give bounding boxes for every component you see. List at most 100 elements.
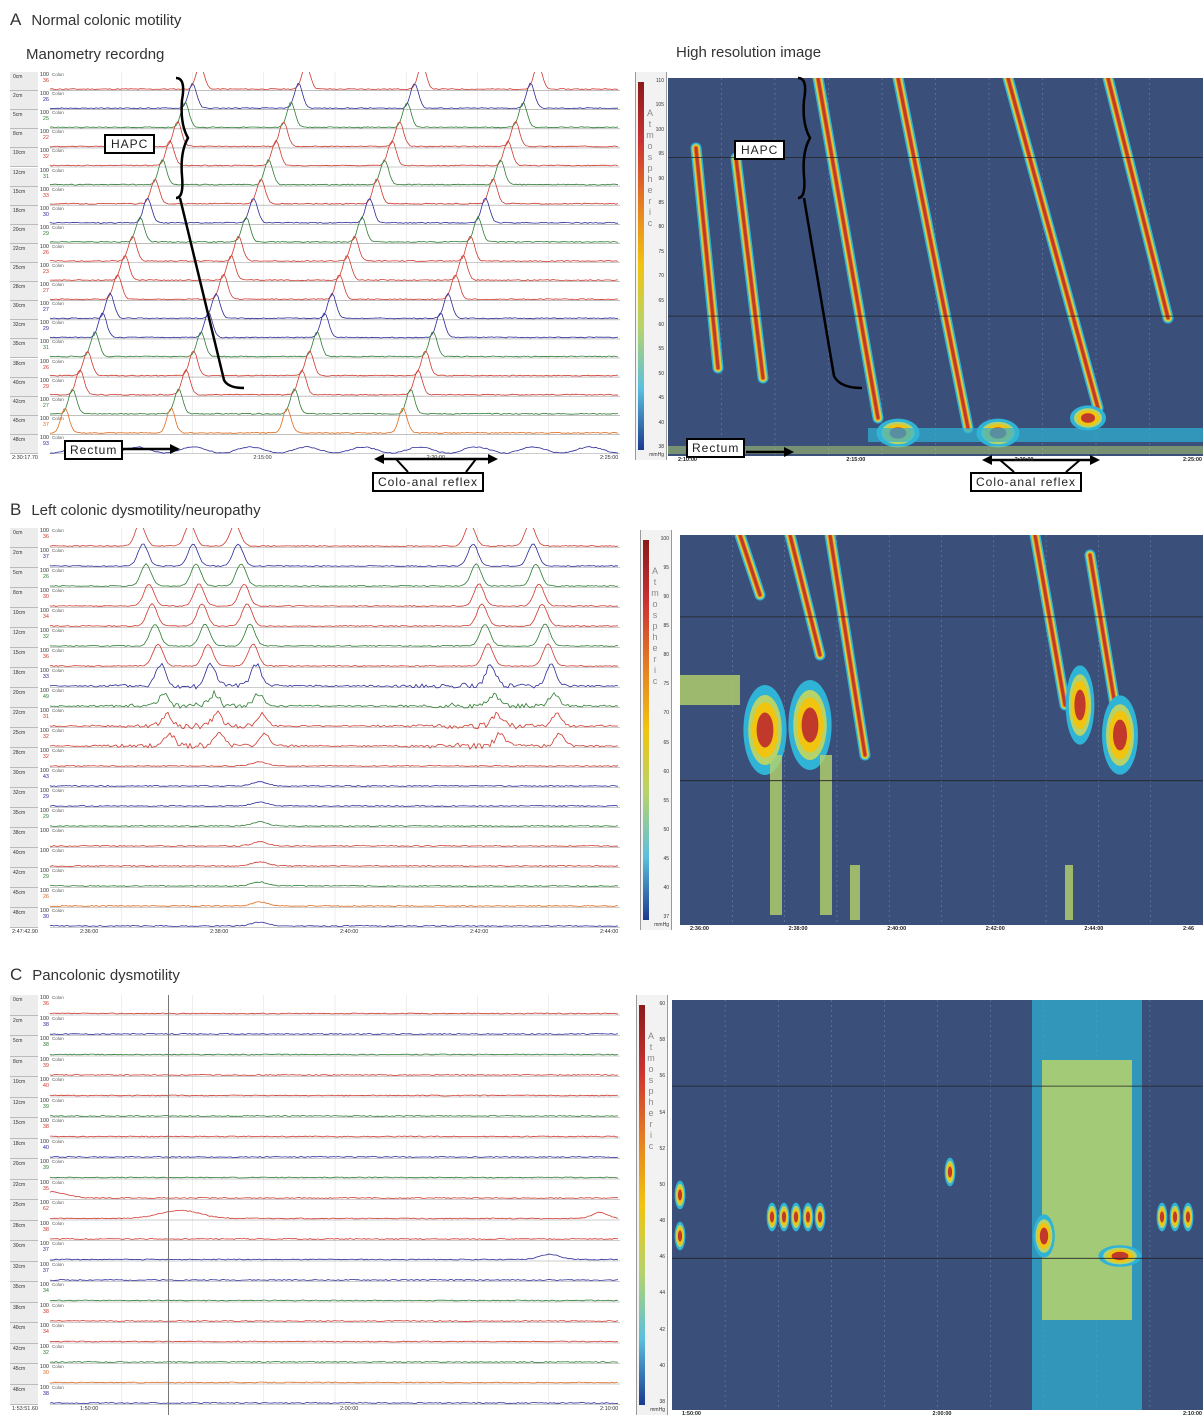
hr-time-tick: 2:10:00: [1183, 1411, 1202, 1417]
scale-tick: 65: [658, 297, 664, 304]
scale-unit: mmHg: [649, 452, 664, 458]
channel-scale: 100 29: [39, 225, 49, 237]
cursor-line[interactable]: [168, 995, 169, 1415]
channel-max-value: 100: [39, 148, 49, 155]
channel-max-value: 100: [39, 396, 49, 403]
channel-row: 10cm 100 32 Colon: [10, 148, 620, 168]
channel-baseline-value: 62: [42, 1206, 49, 1212]
channel-row: 10cm 100 34 Colon: [10, 608, 620, 628]
channel-depth-label: 32cm: [10, 320, 38, 340]
channel-max-value: 100: [39, 91, 49, 98]
channel-max-value: 100: [39, 1015, 49, 1022]
hr-image-a: [668, 78, 1203, 456]
channel-name: Colon: [52, 434, 64, 440]
scale-unit: mmHg: [654, 922, 669, 928]
hapc-label-hr: HAPC: [734, 140, 786, 160]
channel-depth-label: 28cm: [10, 1220, 38, 1241]
channel-max-value: 100: [39, 1323, 49, 1329]
channel-depth-label: 30cm: [10, 768, 38, 788]
channel-max-value: 100: [39, 1138, 49, 1145]
hr-time-tick: 2:44:00: [1084, 926, 1104, 932]
channel-row: 38cm 100 26 Colon: [10, 358, 620, 378]
channel-name: Colon: [52, 1097, 64, 1103]
channel-max-value: 100: [39, 263, 49, 269]
channel-name: Colon: [52, 848, 64, 853]
hr-time-tick: 2:00:00: [932, 1411, 952, 1417]
channel-name: Colon: [52, 628, 64, 633]
time-tick: 2:00:00: [340, 1406, 359, 1412]
channel-max-value: 100: [39, 415, 49, 422]
channel-row: 48cm 100 30 Colon: [10, 908, 620, 928]
channel-max-value: 100: [39, 167, 49, 174]
channel-name: Colon: [52, 528, 64, 533]
color-gradient: [639, 1005, 645, 1405]
scale-tick: 85: [658, 200, 664, 206]
channel-depth-label: 0cm: [10, 995, 38, 1016]
manometry-panel-c: 0cm 100 36 Colon 2cm 100 38 Colon 5cm 100 38 Colon 8…: [10, 995, 620, 1415]
channel-row: 42cm 100 32 Colon: [10, 1343, 620, 1364]
hr-heatmap: [672, 1000, 1203, 1410]
channel-depth-label: 15cm: [10, 186, 38, 206]
channel-max-value: 100: [39, 1056, 49, 1063]
time-tick: 2:42:00: [470, 929, 489, 935]
channel-scale: 100 34: [39, 1282, 49, 1294]
channel-baseline-value: 40: [42, 1083, 49, 1089]
channel-baseline-value: 38: [42, 1042, 49, 1048]
channel-scale: 100 36: [39, 995, 49, 1007]
channel-name: Colon: [52, 748, 64, 753]
channel-max-value: 100: [39, 1302, 49, 1309]
channel-row: 22cm 100 35 Colon: [10, 1179, 620, 1200]
channel-baseline-value: 27: [42, 307, 49, 314]
channel-baseline-value: 31: [42, 714, 49, 720]
channel-max-value: 100: [39, 1097, 49, 1104]
channel-scale: 100 32: [39, 148, 49, 160]
hr-image-b: [680, 535, 1203, 925]
channel-max-value: 100: [39, 377, 49, 384]
channel-scale: 100 29: [39, 868, 49, 880]
channel-max-value: 100: [39, 1077, 49, 1083]
channel-scale: 100 34: [39, 1323, 49, 1335]
channel-depth-label: 45cm: [10, 1364, 38, 1385]
channel-row: 48cm 100 38 Colon: [10, 1384, 620, 1405]
channel-depth-label: 15cm: [10, 648, 38, 668]
channel-baseline-value: 37: [42, 421, 49, 428]
channel-depth-label: 38cm: [10, 358, 38, 378]
channel-scale: 100 36: [39, 648, 49, 660]
color-gradient: [638, 82, 644, 450]
hr-time-tick: 2:36:00: [690, 926, 709, 932]
scale-tick: 95: [658, 151, 664, 158]
channel-baseline-value: 36: [42, 534, 49, 540]
channel-depth-label: 42cm: [10, 1343, 38, 1364]
channel-depth-label: 0cm: [10, 72, 38, 92]
channel-name: Colon: [52, 548, 64, 553]
channel-name: Colon: [52, 1343, 64, 1349]
channel-name: Colon: [52, 1282, 64, 1287]
channel-row: 25cm 100 32 Colon: [10, 728, 620, 748]
channel-baseline-value: 29: [42, 874, 49, 880]
channel-name: Colon: [52, 768, 64, 773]
channel-name: Colon: [52, 708, 64, 713]
channel-max-value: 100: [39, 186, 49, 193]
channel-scale: 100 38: [39, 1016, 49, 1028]
channel-scale: 100 27: [39, 282, 49, 294]
channel-depth-label: 5cm: [10, 110, 38, 130]
channel-depth-label: 28cm: [10, 748, 38, 768]
channel-depth-label: 12cm: [10, 167, 38, 187]
channel-row: 38cm 100 38 Colon: [10, 1302, 620, 1323]
channel-scale: 100 29: [39, 788, 49, 800]
channel-depth-label: 45cm: [10, 415, 38, 435]
channel-row: 15cm 100 33 Colon: [10, 186, 620, 206]
channel-baseline-value: 32: [42, 634, 49, 640]
channel-max-value: 100: [39, 808, 49, 814]
channel-depth-label: 18cm: [10, 205, 38, 225]
channel-row: 28cm 100 38 Colon: [10, 1220, 620, 1241]
channel-row: 0cm 100 36 Colon: [10, 995, 620, 1016]
channel-depth-label: 48cm: [10, 1384, 38, 1405]
channel-scale: 100 32: [39, 728, 49, 740]
scale-tick: 55: [663, 797, 669, 804]
channel-max-value: 100: [39, 1179, 49, 1186]
time-tick: 2:10:00: [600, 1406, 619, 1412]
scale-tick: 70: [663, 710, 669, 717]
channel-row: 18cm 100 33 Colon: [10, 668, 620, 688]
channel-baseline-value: 38: [42, 1226, 49, 1233]
